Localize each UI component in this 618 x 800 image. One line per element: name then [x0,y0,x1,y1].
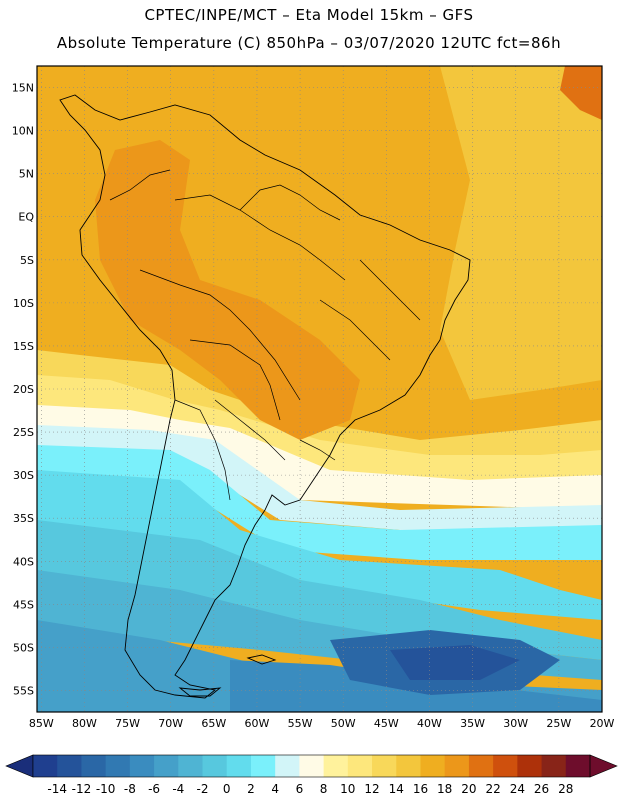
lat-tick-label: 5N [19,168,34,181]
colorbar-swatch [372,755,397,777]
lon-tick-label: 35W [460,717,485,730]
colorbar-label: -14 [47,782,67,796]
lon-tick-label: 30W [503,717,528,730]
colorbar-frame [32,754,591,778]
colorbar-swatch [517,755,543,777]
field-warm-core-andes [95,140,360,440]
lon-tick-label: 20W [590,717,615,730]
colorbar-label: 28 [558,782,573,796]
lon-tick-label: 75W [115,717,140,730]
colorbar-swatch [323,755,349,777]
falkland-islands [246,654,277,665]
lon-tick-label: 55W [288,717,313,730]
country-borders [109,169,421,501]
colorbar-swatch [202,755,228,777]
lat-tick-label: EQ [18,211,34,224]
lat-tick-label: 15N [12,82,34,95]
lon-tick-label: 45W [374,717,399,730]
colorbar-label: 0 [223,782,231,796]
colorbar-swatch [347,755,373,777]
lat-tick-label: 15S [13,340,34,353]
lat-tick-label: 10N [12,125,34,138]
lon-tick-label: 50W [331,717,356,730]
longitude-axis: 85W 80W 75W 70W 65W 60W 55W 50W 45W 40W 35W 30W 25W 2… [29,717,615,730]
colorbar-swatch [541,755,567,777]
colorbar-swatch [178,755,204,777]
colorbar-max-arrow [589,754,618,778]
latitude-axis: 15N 10N 5N EQ 5S 10S 15S 20S 25S 30S 35S 40S 45S 50S 5… [12,82,35,698]
field-cold-core-inner [390,645,520,680]
colorbar-label: 18 [437,782,452,796]
map-frame [36,65,603,713]
lat-tick-label: 35S [13,512,34,525]
colorbar-label: 14 [389,782,404,796]
colorbar-swatch [33,755,58,777]
colorbar-label: 2 [247,782,255,796]
colorbar-swatch [129,755,155,777]
colorbar-label: -12 [72,782,92,796]
field-band-12 [37,375,602,485]
lat-tick-label: 40S [13,555,34,568]
lon-tick-label: 60W [245,717,270,730]
colorbar-swatch [396,755,421,777]
lat-tick-label: 10S [13,297,34,310]
colorbar-swatch [444,755,470,777]
colorbar-swatch [226,755,252,777]
chart-subtitle: Absolute Temperature (C) 850hPa – 03/07/… [56,34,562,52]
colorbar-label: -6 [148,782,160,796]
lat-tick-label: 5S [20,254,34,267]
lon-tick-label: 85W [29,717,54,730]
colorbar-swatch [468,755,494,777]
field-band-minus2 [37,520,602,660]
colorbar-label: 16 [413,782,428,796]
south-america-coastline [59,94,471,699]
lat-tick-label: 20S [13,383,34,396]
colorbar-swatch [565,755,591,777]
colorbar-label: 10 [340,782,355,796]
colorbar-label: 4 [271,782,279,796]
colorbar-label: 24 [510,782,525,796]
lon-tick-label: 25W [546,717,571,730]
colorbar-swatch [81,755,107,777]
colorbar-label: 8 [320,782,328,796]
field-band-0 [37,470,602,620]
lat-tick-label: 55S [13,684,34,697]
field-band-16 [37,350,602,480]
lon-tick-label: 80W [72,717,97,730]
lat-tick-label: 50S [13,641,34,654]
colorbar-swatch [275,755,300,777]
colorbar-min-arrow [5,754,34,778]
colorbar-swatch [420,755,446,777]
colorbar-swatch [105,755,131,777]
colorbar-label: 22 [485,782,500,796]
colorbar-swatch [299,755,325,777]
colorbar-label: 26 [534,782,549,796]
colorbar: -14 -12 -10 -8 -6 -4 -2 0 2 4 6 8 10 12 14 16 18 20 22 24 26… [5,754,618,796]
lon-tick-label: 70W [158,717,183,730]
field-warm-core-northeast [560,66,602,120]
lat-tick-label: 25S [13,426,34,439]
colorbar-label: 12 [364,782,379,796]
lat-tick-label: 30S [13,469,34,482]
tierra-del-fuego [178,687,222,697]
colorbar-label: -2 [197,782,209,796]
chart-title: CPTEC/INPE/MCT – Eta Model 15km – GFS [144,6,474,24]
field-band-2 [37,445,602,560]
colorbar-label: -10 [96,782,116,796]
colorbar-label: 20 [461,782,476,796]
colorbar-swatch [154,755,179,777]
field-band-8 [37,405,602,510]
colorbar-swatch [493,755,518,777]
lon-tick-label: 65W [201,717,226,730]
lat-tick-label: 45S [13,598,34,611]
colorbar-label: -8 [124,782,136,796]
colorbar-swatch [250,755,276,777]
colorbar-label: 6 [296,782,304,796]
field-band-18 [440,66,602,400]
field-band-4 [37,425,602,530]
lon-tick-label: 40W [417,717,442,730]
colorbar-swatch [57,755,82,777]
colorbar-label: -4 [172,782,184,796]
